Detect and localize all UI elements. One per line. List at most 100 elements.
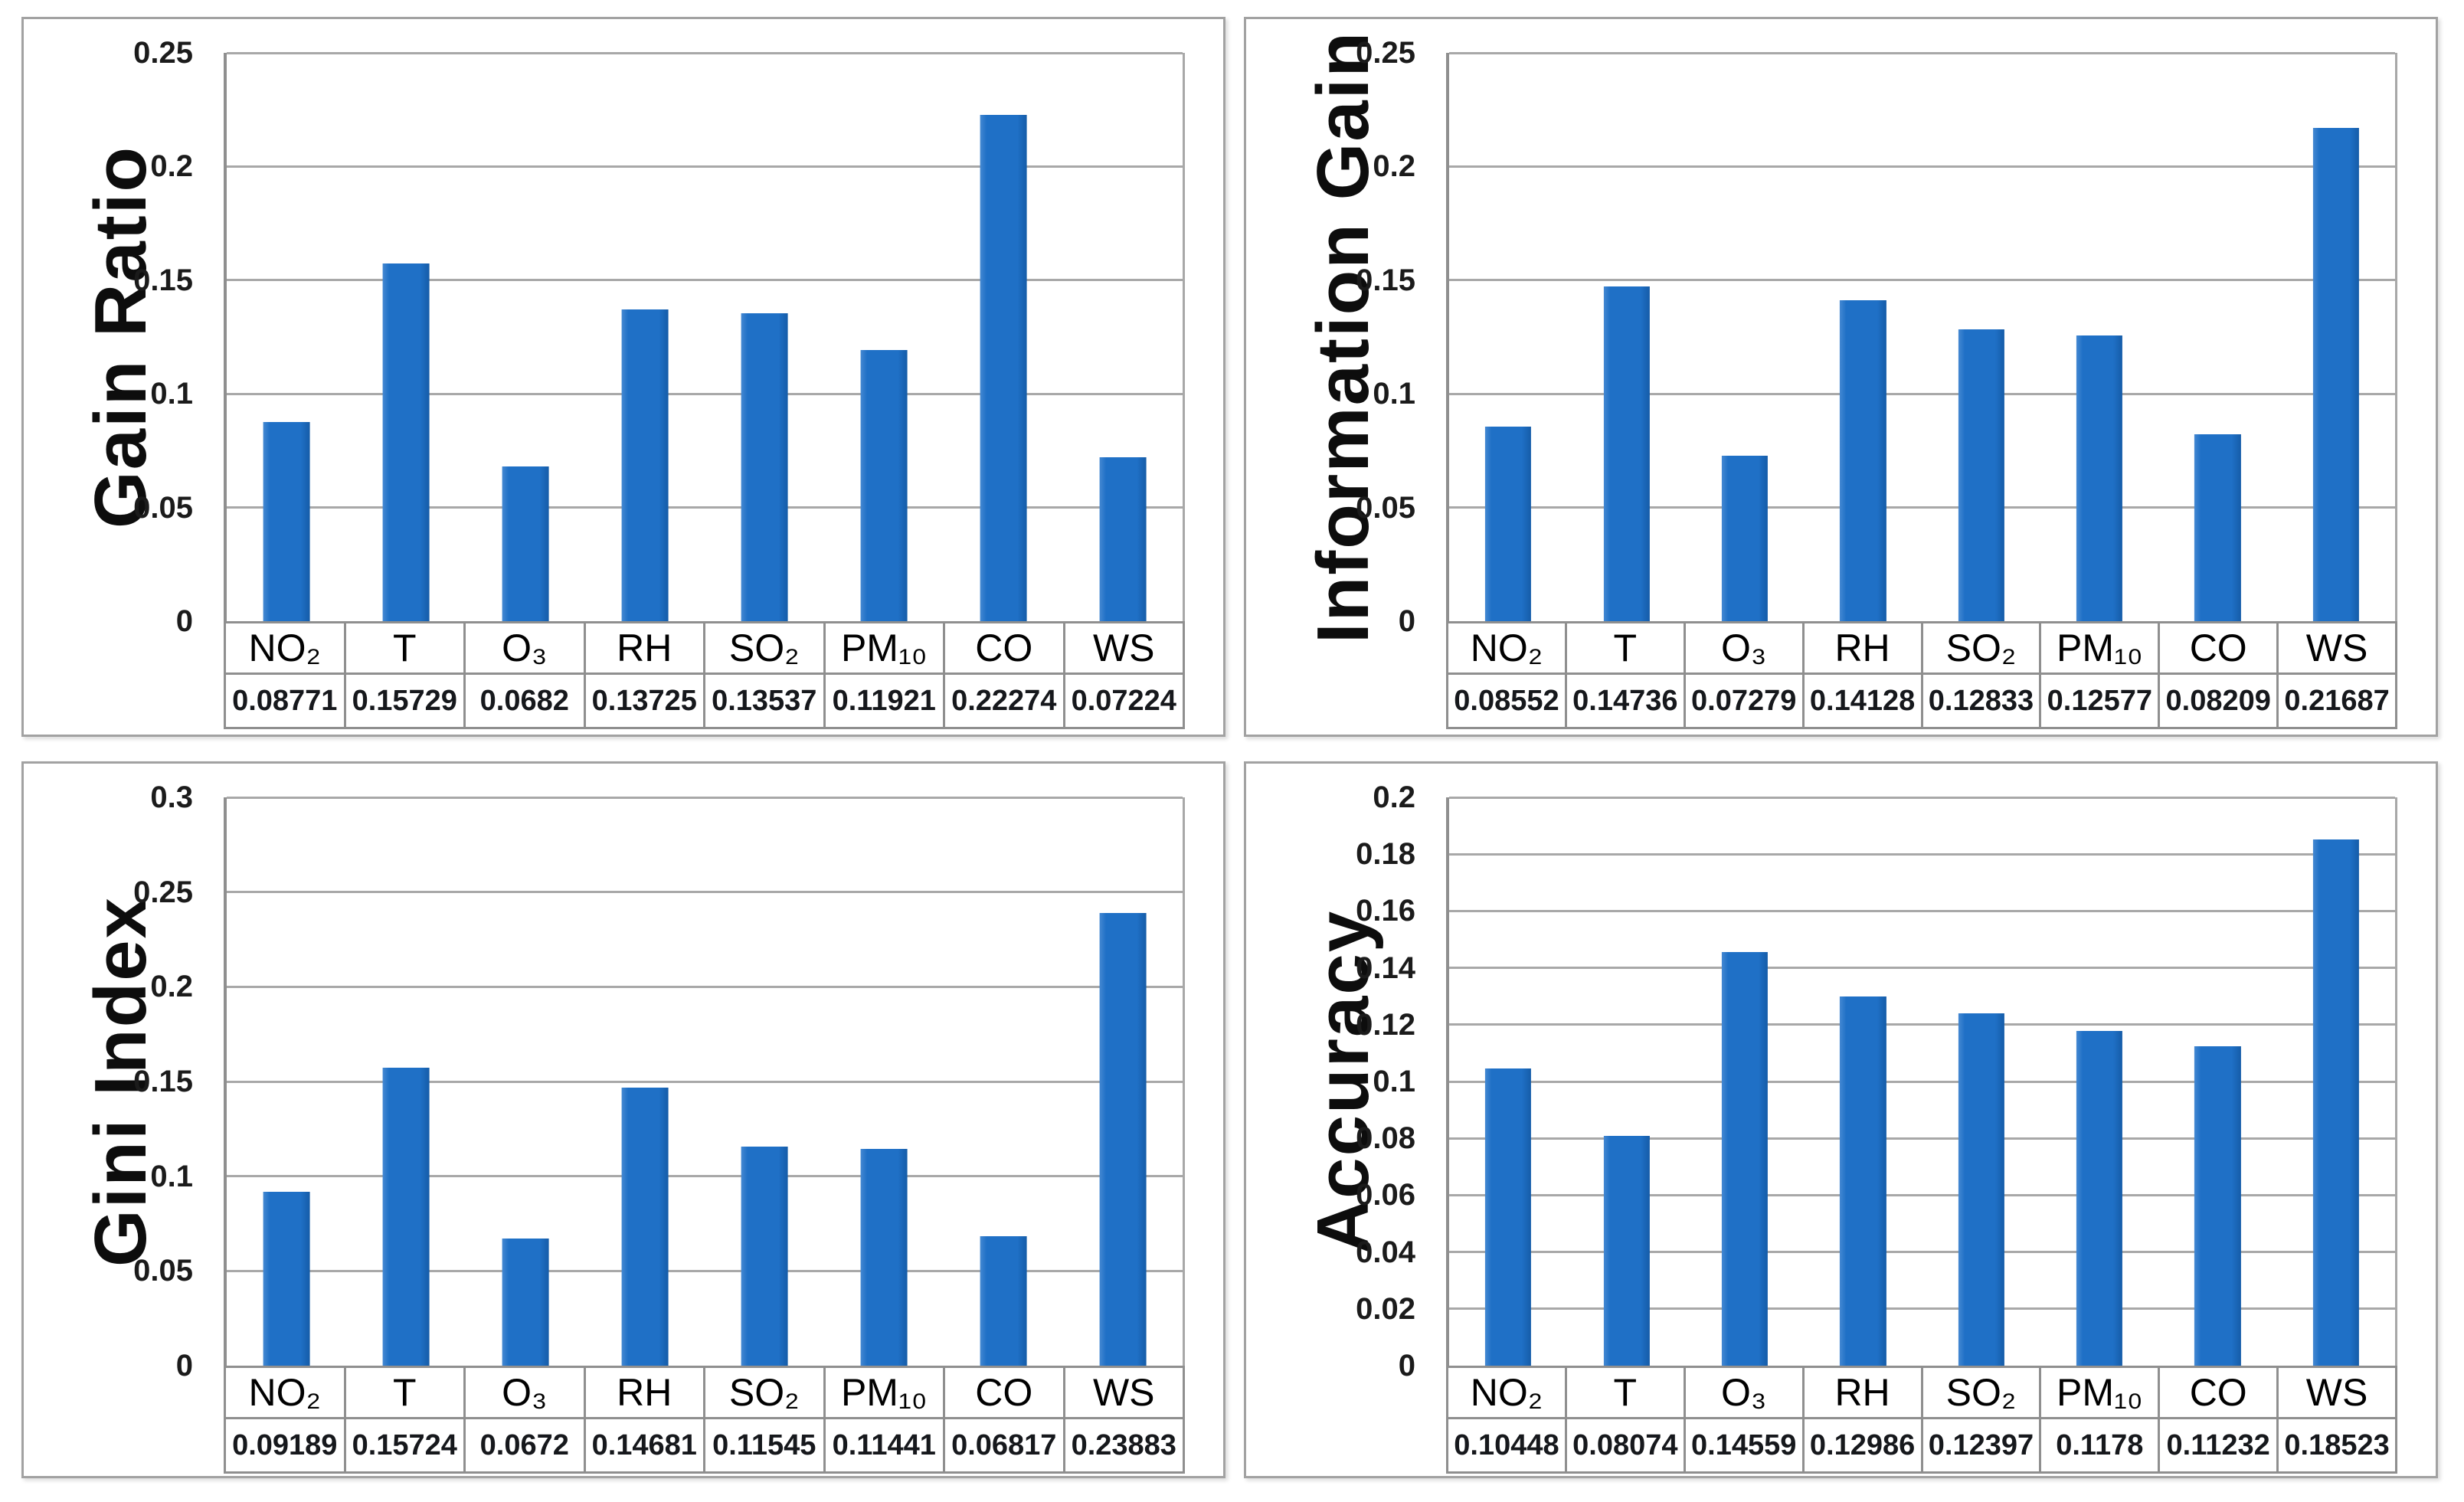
bar	[980, 114, 1027, 621]
value-cell: 0.11441	[823, 1417, 945, 1474]
gridline	[1449, 967, 2395, 970]
y-axis-tick-label: 0.1	[150, 1159, 193, 1193]
gridline	[227, 51, 1183, 54]
gridline	[1449, 1193, 2395, 1196]
category-row: NO₂ T O₃ RH SO₂ PM₁₀ CO WS	[1446, 621, 2397, 675]
y-axis-tick-label: 0.14	[1356, 951, 1415, 985]
value-cell: 0.15729	[343, 672, 466, 729]
gridline	[1449, 1137, 2395, 1140]
category-cell: T	[343, 621, 466, 675]
value-cell: 0.11232	[2158, 1417, 2279, 1474]
y-axis-tick-labels: 0.25 0.2 0.15 0.1 0.05 0	[1246, 38, 1431, 636]
plot-area	[1446, 796, 2397, 1366]
plot-area	[1446, 51, 2397, 621]
value-cell: 0.15724	[343, 1417, 466, 1474]
y-axis-tick-label: 0	[175, 1349, 193, 1383]
bar	[741, 1147, 788, 1366]
gridline	[227, 1269, 1183, 1272]
value-cell: 0.11921	[823, 672, 945, 729]
bar	[263, 1191, 310, 1366]
y-axis-tick-label: 0.2	[1373, 149, 1415, 184]
y-axis-tick-label: 0.18	[1356, 837, 1415, 872]
category-cell: T	[1564, 621, 1686, 675]
value-cell: 0.14736	[1564, 672, 1686, 729]
bar	[263, 421, 310, 621]
value-cell: 0.23883	[1062, 1417, 1185, 1474]
y-axis-tick-label: 0.2	[150, 149, 193, 184]
category-cell: NO₂	[1446, 621, 1567, 675]
plot-wrap: NO₂ T O₃ RH SO₂ PM₁₀ CO WS 0.08552 0.14736 0.0727…	[1446, 51, 2397, 729]
data-table: NO₂ T O₃ RH SO₂ PM₁₀ CO WS 0.08552 0.14736 0.0727…	[1446, 621, 2397, 729]
plot-wrap: NO₂ T O₃ RH SO₂ PM₁₀ CO WS 0.08771 0.15729 0.0682…	[224, 51, 1185, 729]
bar	[1099, 456, 1147, 621]
y-axis-tick-label: 0.08	[1356, 1121, 1415, 1156]
value-cell: 0.14128	[1801, 672, 1923, 729]
category-cell: CO	[943, 1366, 1065, 1419]
value-cell: 0.10448	[1446, 1417, 1567, 1474]
value-cell: 0.12986	[1801, 1417, 1923, 1474]
gridline	[227, 279, 1183, 282]
gridline	[1449, 796, 2395, 799]
bar	[621, 309, 669, 621]
bar	[1958, 329, 2004, 621]
plot-area	[224, 51, 1185, 621]
value-cell: 0.0682	[463, 672, 586, 729]
gridline	[1449, 1307, 2395, 1311]
y-axis-tick-label: 0.15	[133, 1065, 193, 1098]
category-cell: SO₂	[1920, 1366, 2042, 1419]
value-cell: 0.12833	[1920, 672, 2042, 729]
y-axis-tick-label: 0.05	[133, 490, 193, 525]
category-cell: RH	[1801, 621, 1923, 675]
bar	[860, 1149, 908, 1366]
category-cell: T	[343, 1366, 466, 1419]
bar	[621, 1087, 669, 1366]
category-cell: RH	[583, 1366, 705, 1419]
gridline	[227, 1175, 1183, 1178]
category-cell: CO	[943, 621, 1065, 675]
chart-panel-accuracy: Accuracy 0.2 0.18 0.16 0.14 0.12 0.1 0.08 0.06 0…	[1244, 761, 2438, 1478]
value-cell: 0.22274	[943, 672, 1065, 729]
y-axis-tick-label: 0.2	[1373, 780, 1415, 814]
value-cell: 0.08209	[2158, 672, 2279, 729]
bar	[502, 1238, 549, 1366]
y-axis-tick-label: 0.06	[1356, 1178, 1415, 1212]
gridline	[1449, 1251, 2395, 1254]
category-cell: CO	[2158, 621, 2279, 675]
value-row: 0.08771 0.15729 0.0682 0.13725 0.13537 0.1192…	[224, 672, 1185, 729]
bar	[1958, 1013, 2004, 1366]
value-row: 0.09189 0.15724 0.0672 0.14681 0.11545 0.1144…	[224, 1417, 1185, 1474]
gridline	[1449, 392, 2395, 395]
bar	[382, 263, 430, 621]
y-axis-tick-labels: 0.3 0.25 0.2 0.15 0.1 0.05 0	[24, 782, 208, 1381]
y-axis-tick-label: 0.2	[150, 970, 193, 1004]
gridline	[1449, 1023, 2395, 1026]
value-cell: 0.18523	[2276, 1417, 2397, 1474]
gridline	[1449, 1080, 2395, 1083]
value-cell: 0.06817	[943, 1417, 1065, 1474]
bar	[1721, 455, 1769, 621]
bar	[1485, 427, 1532, 621]
category-cell: RH	[1801, 1366, 1923, 1419]
value-cell: 0.08074	[1564, 1417, 1686, 1474]
category-cell: SO₂	[703, 621, 826, 675]
value-cell: 0.07279	[1683, 672, 1805, 729]
data-table: NO₂ T O₃ RH SO₂ PM₁₀ CO WS 0.09189 0.15724 0.0672…	[224, 1366, 1185, 1474]
category-cell: PM₁₀	[2039, 1366, 2161, 1419]
plot-wrap: NO₂ T O₃ RH SO₂ PM₁₀ CO WS 0.10448 0.08074 0.1455…	[1446, 796, 2397, 1474]
chart-panel-gain-ratio: Gain Ratio 0.25 0.2 0.15 0.1 0.05 0 NO₂ T O₃ RH S…	[21, 17, 1225, 737]
category-cell: NO₂	[224, 621, 346, 675]
category-cell: O₃	[1683, 621, 1805, 675]
gridline	[227, 506, 1183, 509]
gridline	[1449, 852, 2395, 856]
category-cell: WS	[1062, 1366, 1185, 1419]
y-axis-tick-label: 0	[175, 604, 193, 638]
category-cell: PM₁₀	[2039, 621, 2161, 675]
y-axis-tick-label: 0.15	[133, 263, 193, 297]
category-cell: RH	[583, 621, 705, 675]
value-cell: 0.07224	[1062, 672, 1185, 729]
bar	[1603, 286, 1650, 621]
value-cell: 0.1178	[2039, 1417, 2161, 1474]
bar	[1721, 951, 1769, 1366]
y-axis-tick-label: 0.25	[1356, 36, 1415, 70]
value-cell: 0.21687	[2276, 672, 2397, 729]
